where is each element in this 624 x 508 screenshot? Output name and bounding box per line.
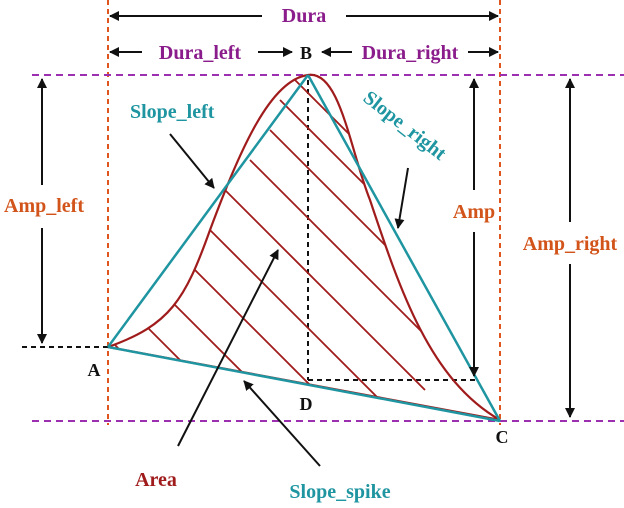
point-b-label: B	[300, 43, 312, 63]
dura-left-label: Dura_left	[159, 42, 242, 64]
dura-right-label: Dura_right	[362, 42, 459, 64]
dura-label: Dura	[282, 5, 326, 27]
slope-right-line	[306, 74, 502, 422]
area-pointer-arrow	[177, 249, 279, 447]
slope-right-label: Slope_right	[359, 87, 451, 165]
amp-label: Amp	[453, 201, 495, 223]
slope-left-label: Slope_left	[130, 101, 215, 123]
area-label: Area	[135, 469, 177, 491]
area-hatching	[108, 74, 500, 420]
slope-left-pointer-arrow	[169, 133, 215, 189]
amp-left-label: Amp_left	[4, 195, 84, 217]
slope-spike-pointer-arrow	[243, 380, 321, 467]
slope-spike-line	[107, 345, 501, 423]
amp-right-label: Amp_right	[523, 233, 618, 255]
slope-right-pointer-arrow	[394, 167, 409, 229]
spike-waveform	[107, 73, 501, 422]
slope-left-line	[106, 74, 310, 348]
point-c-label: C	[496, 427, 509, 447]
slope-spike-label: Slope_spike	[289, 481, 390, 503]
point-d-label: D	[300, 394, 313, 414]
point-a-label: A	[88, 360, 101, 380]
